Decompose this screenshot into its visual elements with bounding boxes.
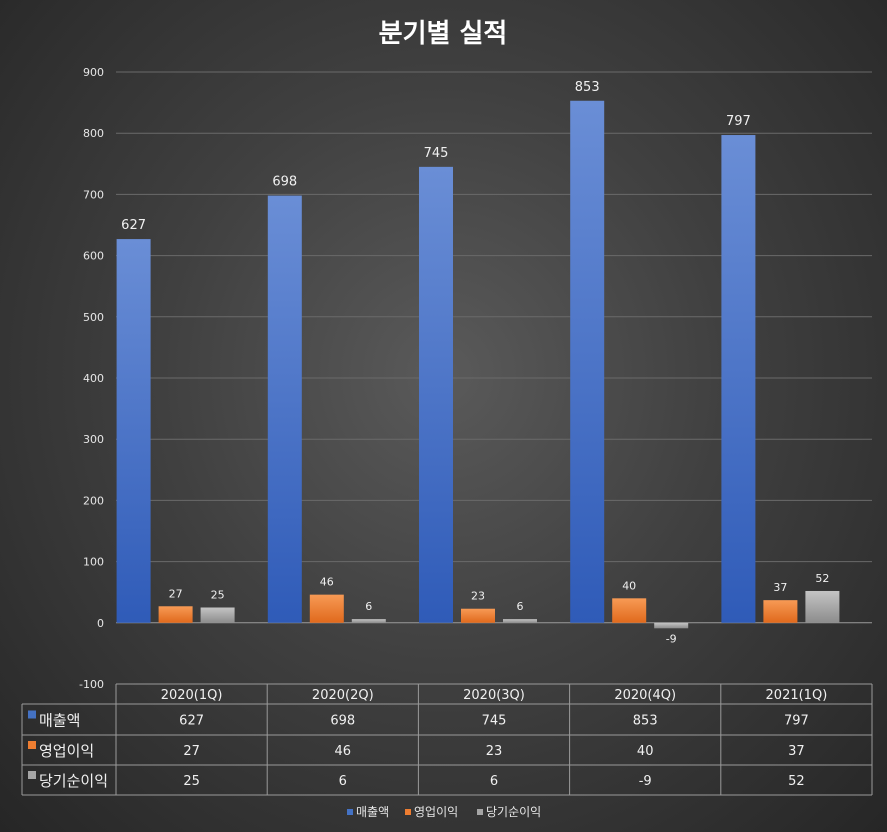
bar [503,619,537,623]
data-label: 25 [211,589,225,602]
bar [116,239,151,623]
data-label: 627 [121,218,146,233]
legend-key [28,771,36,779]
data-label: 37 [773,581,787,594]
y-tick-label: -100 [79,678,104,691]
legend-swatch [477,809,483,815]
bar [461,608,495,623]
legend-label: 당기순이익 [486,805,541,819]
y-tick-label: 400 [83,372,104,385]
bar [419,166,453,623]
bar [612,598,647,623]
bar [351,619,386,623]
data-label: 27 [169,587,183,600]
data-label: 6 [365,600,372,613]
y-tick-label: 100 [83,556,104,569]
table-cell: 698 [330,714,355,729]
bar [721,135,756,623]
legend-label: 매출액 [356,805,389,819]
bar [654,622,689,629]
data-label: 40 [622,579,636,592]
y-tick-label: 200 [83,494,104,507]
y-tick-label: 300 [83,433,104,446]
data-label: 853 [575,80,600,95]
table-cell: 40 [637,744,654,759]
table-cell: -9 [639,774,652,789]
y-tick-label: 800 [83,127,104,140]
bar [309,594,344,623]
data-label: 797 [726,114,751,129]
table-cell: 745 [482,714,507,729]
table-header-cell: 2020(1Q) [161,688,223,703]
legend-key [28,710,36,719]
table-cell: 52 [788,774,805,789]
table-cell: 23 [486,744,503,759]
bar [805,590,840,623]
legend-swatch [405,809,411,815]
table-cell: 6 [490,774,498,789]
data-label: 6 [517,600,524,613]
table-header-cell: 2021(1Q) [766,688,828,703]
table-cell: 27 [183,744,200,759]
table-row-header: 매출액 [39,712,80,730]
bar [158,606,193,623]
y-tick-label: 500 [83,311,104,324]
table-cell: 37 [788,744,805,759]
table-header-cell: 2020(4Q) [614,688,676,703]
y-tick-label: 900 [83,66,104,79]
table-cell: 46 [335,744,352,759]
data-label: -9 [666,632,677,645]
legend-label: 영업이익 [414,805,458,819]
chart-title: 분기별 실적 [379,19,508,49]
table-row-header: 영업이익 [39,742,94,760]
data-label: 52 [815,572,829,585]
y-tick-label: 700 [83,188,104,201]
legend-key [28,741,36,749]
bar [267,195,302,623]
bar [570,100,605,623]
table-cell: 797 [784,714,809,729]
bar [763,600,798,623]
table-header-cell: 2020(2Q) [312,688,374,703]
table-cell: 853 [633,714,658,729]
table-cell: 25 [183,774,200,789]
legend-swatch [347,809,353,815]
table-cell: 627 [179,714,204,729]
data-label: 698 [272,175,297,190]
table-cell: 6 [339,774,347,789]
data-label: 46 [320,576,334,589]
bar [200,607,235,623]
table-header-cell: 2020(3Q) [463,688,525,703]
y-tick-label: 0 [97,617,104,630]
table-row-header: 당기순이익 [39,772,108,790]
y-tick-label: 600 [83,250,104,263]
data-label: 23 [471,590,485,603]
data-label: 745 [424,146,449,161]
